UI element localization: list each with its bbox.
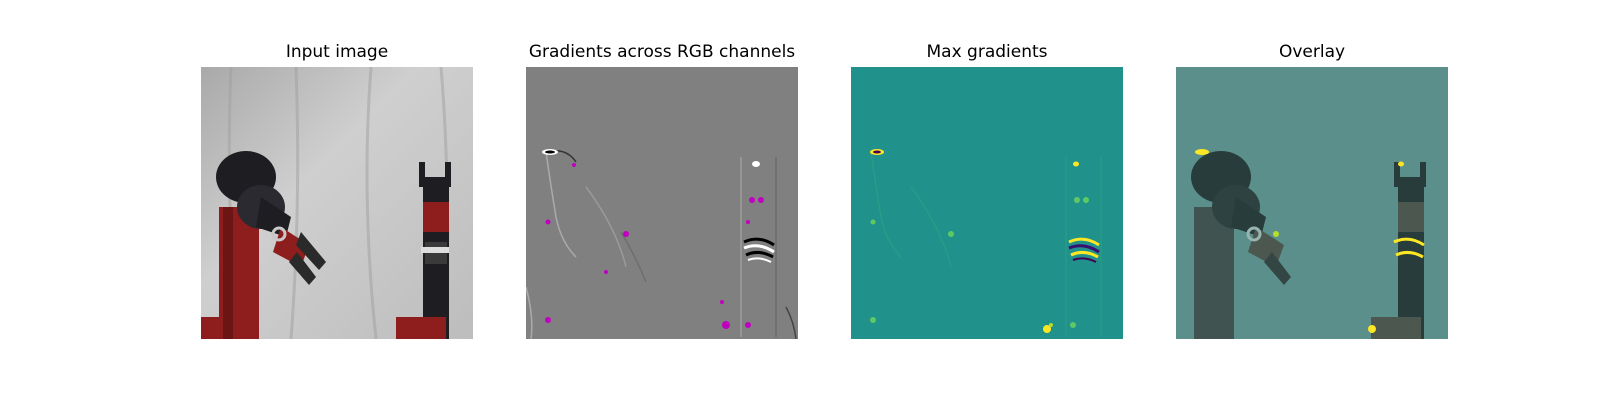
max-gradients-image [851, 67, 1123, 339]
input-image [201, 67, 473, 339]
overlay-left-robot-arm [1191, 151, 1291, 339]
overlay-image [1176, 67, 1448, 339]
max-gradients-canvas [851, 67, 1123, 339]
gradient-background [526, 67, 798, 339]
input-image-canvas [201, 67, 473, 339]
high-gradient-regions [870, 149, 1100, 333]
rgb-gradients-image [526, 67, 798, 339]
overlay-right-robot-arm [1371, 162, 1426, 339]
panel-title-max-gradients: Max gradients [926, 42, 1048, 62]
strong-edge-highlights [542, 149, 775, 263]
panel-title-overlay: Overlay [1278, 42, 1346, 62]
overlay-highlights [1195, 149, 1425, 333]
viridis-background [851, 67, 1123, 339]
left-robot-arm [201, 151, 326, 339]
overlay-canvas [1176, 67, 1448, 339]
right-robot-arm [396, 162, 451, 339]
faint-edges [870, 151, 1102, 337]
mid-gradient-spots [870, 197, 1089, 328]
panel-title-rgb-gradients: Gradients across RGB channels [528, 42, 796, 62]
rgb-gradients-canvas [526, 67, 798, 339]
panel-title-input-image: Input image [285, 42, 389, 62]
magenta-spots [545, 163, 764, 329]
